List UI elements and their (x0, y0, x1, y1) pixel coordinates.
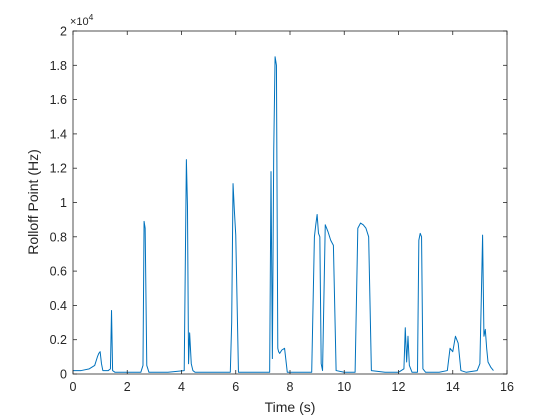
x-tick-label: 4 (178, 380, 185, 394)
x-tick-label: 6 (232, 380, 239, 394)
x-axis: 0 2 4 6 8 10 12 14 16 (70, 31, 514, 394)
y-tick-label: 1.4 (50, 127, 67, 141)
y-tick-label: 0.4 (50, 299, 67, 313)
y-tick-label: 0.6 (50, 265, 67, 279)
x-tick-label: 12 (392, 380, 406, 394)
series-layer (73, 56, 494, 373)
y-tick-label: 2 (60, 25, 67, 39)
x-axis-label: Time (s) (265, 399, 316, 415)
y-tick-label: 0.2 (50, 333, 67, 347)
rolloff-series-line (73, 56, 494, 373)
x-tick-label: 14 (446, 380, 460, 394)
y-tick-label: 0.8 (50, 230, 67, 244)
y-axis: 0 0.2 0.4 0.6 0.8 1 1.2 1.4 1.6 1.8 2 (50, 25, 507, 382)
y-tick-label: 1.6 (50, 93, 67, 107)
y-axis-label: Rolloff Point (Hz) (25, 149, 41, 255)
y-exponent-label: ×104 (70, 12, 94, 28)
x-tick-label: 10 (337, 380, 351, 394)
y-tick-label: 0 (60, 368, 67, 382)
x-tick-label: 16 (500, 380, 514, 394)
x-tick-label: 2 (124, 380, 131, 394)
y-tick-label: 1.8 (50, 59, 67, 73)
x-tick-label: 0 (70, 380, 77, 394)
x-tick-label: 8 (287, 380, 294, 394)
y-tick-label: 1 (60, 196, 67, 210)
plot-area (73, 31, 507, 374)
y-tick-label: 1.2 (50, 162, 67, 176)
